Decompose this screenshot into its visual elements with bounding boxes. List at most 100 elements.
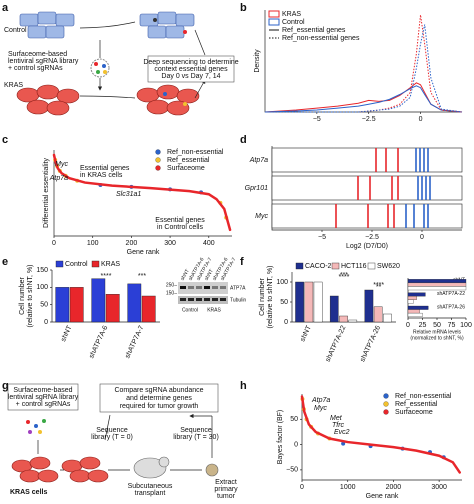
sequence-text: library (T = 0) [91, 434, 133, 441]
bar [105, 294, 120, 323]
bar [407, 286, 467, 291]
y-axis-label: Density [254, 49, 261, 73]
band [204, 298, 210, 301]
band [212, 286, 218, 289]
diagram-a-shapes [16, 11, 235, 116]
bar [313, 281, 323, 323]
legend-label: Surfaceome [167, 165, 205, 172]
band [188, 298, 194, 301]
x-tick-label: 50 [433, 322, 441, 329]
x-tick-label: 0 [300, 484, 304, 491]
x-tick-label: −2.5 [362, 116, 376, 123]
sequencing-text: context essential genes [154, 66, 228, 73]
legend-swatch [331, 262, 340, 270]
annotation: Essential genes [155, 217, 205, 224]
y-tick-label: 0 [284, 319, 288, 326]
library-text: + control sgRNAs [8, 65, 63, 72]
library-text: + control sgRNAs [16, 401, 71, 408]
band [180, 298, 186, 301]
x-tick-label: 75 [448, 322, 456, 329]
extract-text: Extract [215, 479, 237, 486]
y-tick-label: 50 [40, 302, 48, 309]
legend-label: Ref_non-essential genes [282, 35, 360, 42]
x-tick-label: 1000 [340, 484, 356, 491]
goal-text: and determine genes [126, 395, 192, 402]
bar [373, 306, 383, 323]
bar [91, 278, 106, 323]
legend-label: KRAS [101, 261, 120, 268]
blot [178, 282, 228, 294]
legend-swatch [155, 165, 161, 171]
legend-swatch [295, 262, 304, 270]
annotation: Tfrc [332, 422, 345, 429]
transplant-text: Subcutaneous [128, 483, 173, 490]
annotation: in Control cells [157, 224, 203, 231]
significance: ** [376, 284, 382, 291]
bar [364, 289, 374, 323]
x-tick-label: 200 [126, 240, 138, 247]
marker-label: 250– [166, 282, 177, 288]
sequencing-text: Day 0 vs Day 7, 14 [161, 73, 220, 80]
panel-label: a [2, 2, 9, 14]
significance: **** [339, 274, 350, 281]
lane-label: shNT [180, 268, 191, 281]
diagram-g-shapes [7, 383, 219, 483]
y-tick-label: 100 [36, 284, 48, 291]
x-axis-label: (normalized to shNT, %) [410, 335, 464, 341]
extract-text: tumor [217, 493, 236, 500]
legend-swatch [155, 157, 161, 163]
category-label: shATP7A-26 [437, 304, 465, 310]
x-tick-label: 400 [203, 240, 215, 247]
significance: **** [373, 282, 384, 289]
annotation: Atp7a [311, 397, 330, 404]
group-label: Control [182, 307, 198, 313]
legend-swatch [55, 260, 64, 268]
panel-label: f [240, 256, 244, 268]
bar [407, 312, 423, 317]
x-tick-label: 25 [419, 322, 427, 329]
y-tick-label: 0 [294, 441, 298, 448]
panel-label: e [2, 256, 8, 268]
bar [407, 305, 429, 310]
x-tick-label: shNT [60, 324, 74, 343]
density-line [264, 82, 463, 113]
bar [55, 287, 70, 323]
x-axis-label: Gene rank [127, 249, 160, 256]
x-tick-label: 3000 [431, 484, 447, 491]
legend-swatch [91, 260, 100, 268]
marker-label: 150– [166, 290, 177, 296]
cells-label: KRAS cells [10, 489, 47, 496]
bar [383, 313, 392, 323]
panel-label: g [2, 380, 9, 392]
y-tick-label: 50 [290, 416, 298, 423]
y-axis-label: Differential essentiality [43, 158, 50, 228]
density-line [265, 24, 463, 113]
legend-swatch [383, 409, 389, 415]
sequence-text: Sequence [96, 427, 128, 434]
annotation: Essential genes [80, 165, 130, 172]
library-text: lentiviral sgRNA library [8, 58, 79, 65]
row-label: Atp7a [249, 157, 268, 164]
legend-label: Ref_essential [395, 401, 438, 408]
x-tick-label: 100 [460, 322, 472, 329]
y-tick-label: 50 [280, 299, 288, 306]
rug-frame [271, 175, 463, 201]
legend-label: Control [282, 19, 305, 26]
rug-frame [271, 203, 463, 229]
goal-text: Compare sgRNA abundance [114, 387, 203, 394]
legend-swatch [268, 10, 280, 18]
bar [304, 281, 314, 323]
x-tick-label: shATP7A-6 [88, 325, 109, 360]
y-axis-label: Bayes factor (BF) [277, 410, 284, 464]
band [196, 298, 202, 301]
bar [407, 296, 417, 300]
band [220, 298, 226, 301]
y-tick-label: −50 [286, 467, 298, 474]
group-label: KRAS [207, 307, 221, 313]
bar [141, 295, 156, 323]
bar [407, 292, 426, 297]
blot [178, 296, 228, 304]
x-tick-label: shATP7A-26 [359, 325, 382, 364]
group-label: KRAS [4, 82, 23, 89]
protein-label: Tubulin [230, 297, 246, 303]
